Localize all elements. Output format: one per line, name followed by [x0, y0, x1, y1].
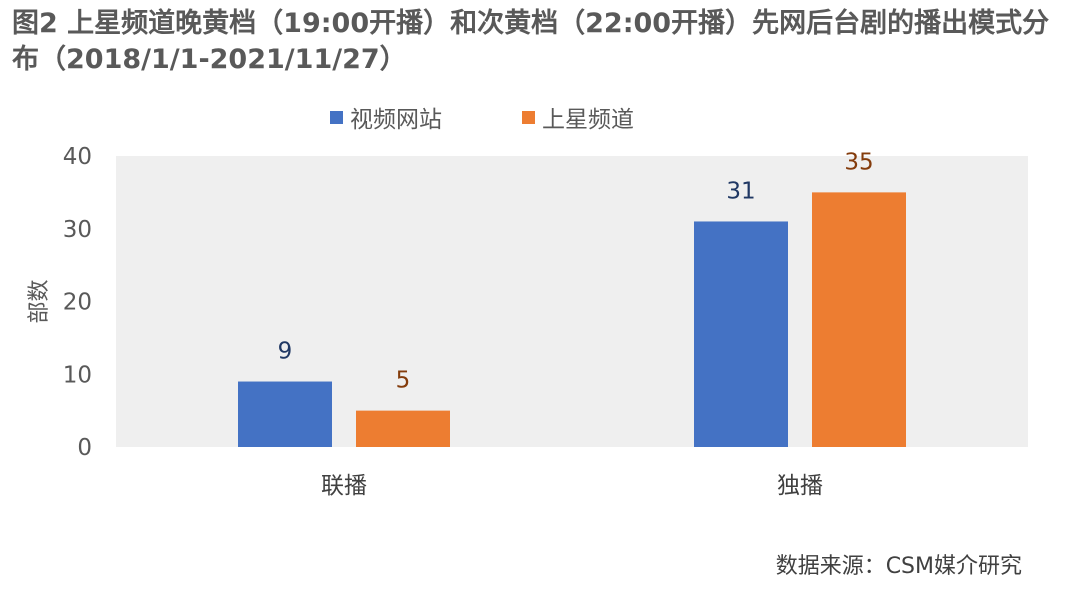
- y-tick-label: 20: [63, 290, 92, 316]
- y-axis-label: 部数: [27, 279, 52, 323]
- legend-label-series-1: 视频网站: [350, 107, 442, 133]
- bar-series-2: [812, 192, 906, 447]
- data-label-series-2: 35: [844, 149, 873, 175]
- data-label-series-2: 5: [396, 368, 411, 394]
- legend-swatch-series-1: [330, 110, 343, 124]
- y-tick-label: 10: [63, 362, 92, 388]
- source-note: 数据来源：CSM媒介研究: [775, 554, 1022, 579]
- data-label-series-1: 31: [726, 178, 755, 204]
- y-tick-label: 40: [63, 144, 92, 170]
- chart-title: 图2 上星频道晚黄档（19:00开播）和次黄档（22:00开播）先网后台剧的播出…: [12, 8, 1050, 75]
- legend-label-series-2: 上星频道: [542, 107, 634, 133]
- y-tick-label: 0: [77, 435, 92, 461]
- bar-series-1: [238, 381, 332, 447]
- chart-legend: 视频网站 上星频道: [330, 100, 714, 134]
- data-label-series-1: 9: [278, 339, 293, 365]
- legend-swatch-series-2: [522, 110, 535, 124]
- x-tick-label: 联播: [321, 473, 367, 499]
- y-tick-label: 30: [63, 217, 92, 243]
- legend-item-series-1: 视频网站: [330, 100, 442, 134]
- legend-item-series-2: 上星频道: [522, 100, 634, 134]
- x-tick-label: 独播: [777, 473, 823, 499]
- bar-series-1: [694, 221, 788, 447]
- bar-series-2: [356, 410, 450, 447]
